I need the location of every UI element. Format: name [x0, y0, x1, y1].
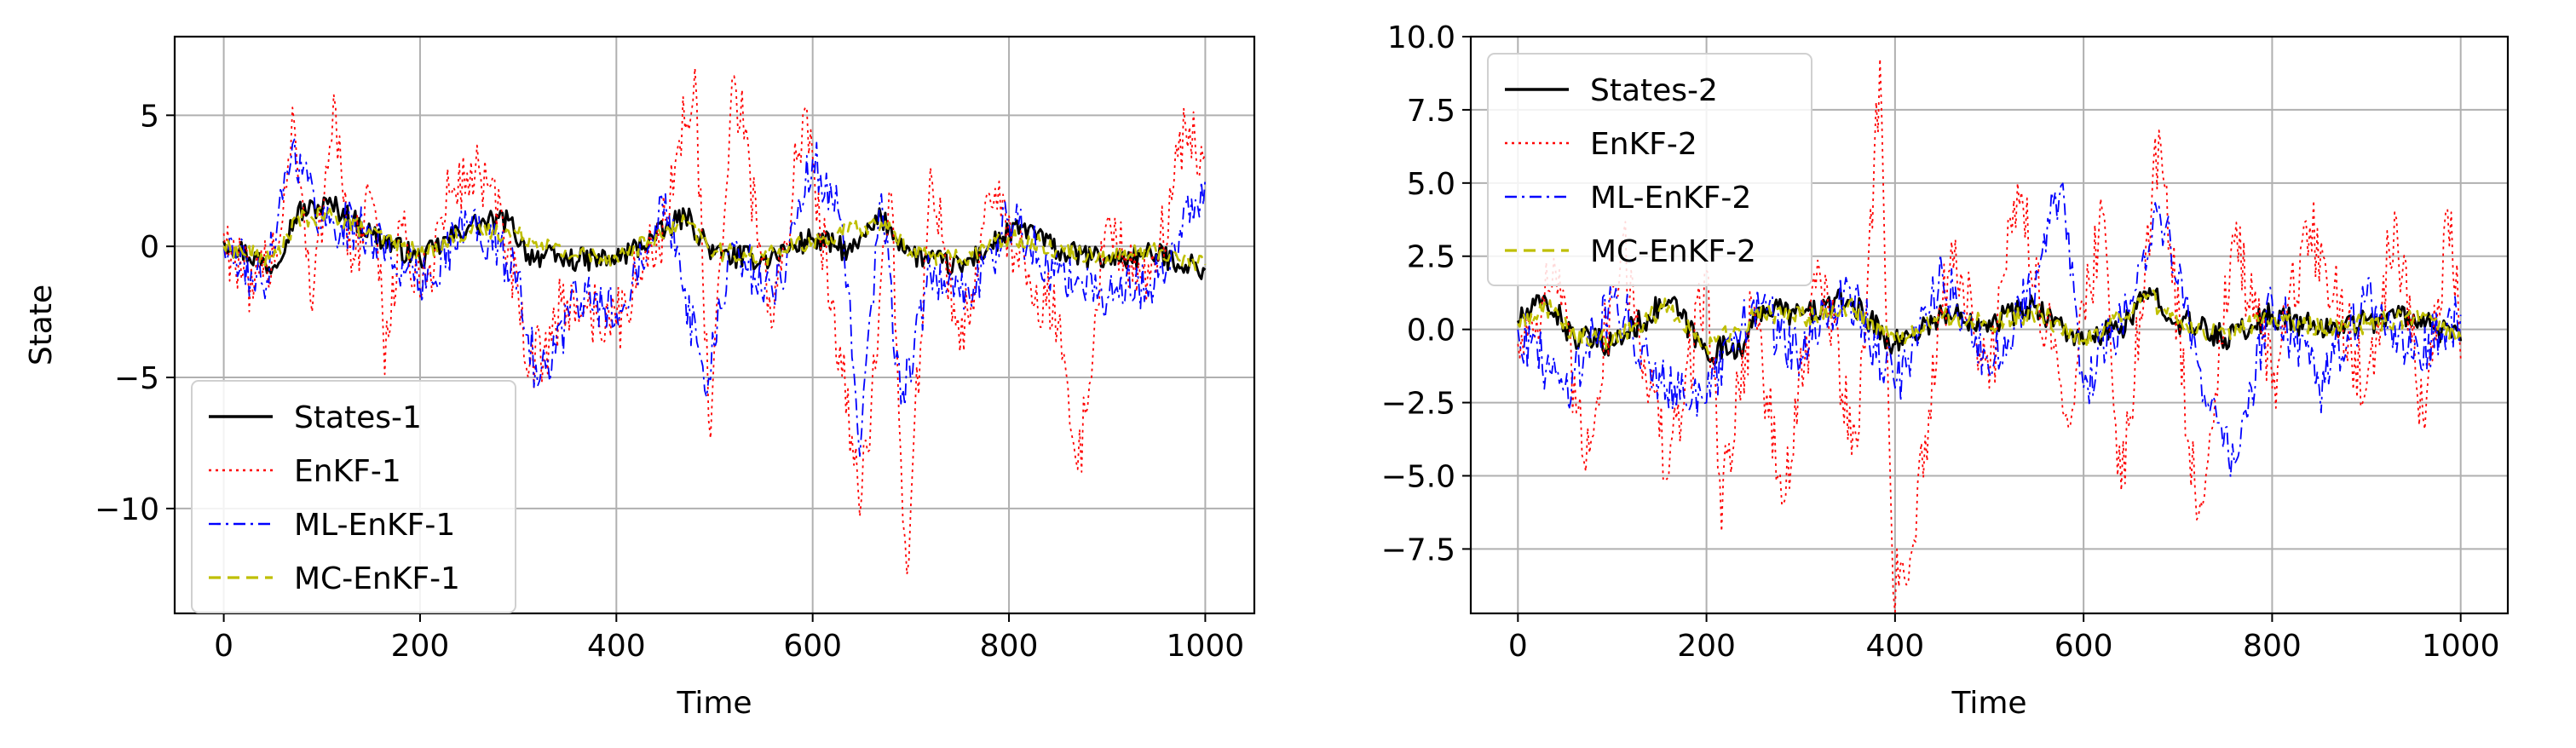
series-line-enkf-2: [1517, 58, 2462, 613]
y-tick-label: 0: [140, 230, 159, 265]
x-tick-label: 600: [783, 629, 842, 664]
x-tick-label: 600: [2054, 629, 2113, 664]
x-tick-label: 800: [980, 629, 1039, 664]
left-subplot: 0 200 400 600 800 1000 −10 −5 0 5 Time State States-…: [24, 35, 1256, 721]
legend-label: EnKF-1: [294, 454, 401, 489]
legend-label: States-1: [294, 400, 422, 435]
x-axis-label: Time: [676, 686, 752, 721]
x-tick-label: 800: [2243, 629, 2302, 664]
legend-label: MC-EnKF-1: [294, 561, 460, 596]
plot-frame: [1469, 35, 2510, 615]
legend-label: ML-EnKF-1: [294, 508, 455, 543]
series-line-mc-enkf-2: [1517, 289, 2462, 355]
y-tick-label: 5.0: [1407, 167, 1455, 202]
y-tick-label: −10: [95, 492, 159, 527]
y-tick-label: −5: [114, 361, 159, 396]
legend-box: [191, 380, 516, 613]
y-tick-label: −7.5: [1381, 532, 1455, 567]
x-tick-label: 1000: [1167, 629, 1245, 664]
x-tick-label: 400: [587, 629, 646, 664]
legend-label: EnKF-2: [1590, 127, 1697, 162]
legend: States-1 EnKF-1 ML-EnKF-1 MC-EnKF-1: [191, 380, 516, 613]
x-tick-label: 400: [1866, 629, 1925, 664]
x-tick-label: 1000: [2422, 629, 2500, 664]
y-tick-label: −5.0: [1381, 459, 1455, 494]
legend: States-2 EnKF-2 ML-EnKF-2 MC-EnKF-2: [1487, 53, 1812, 286]
legend-box: [1487, 53, 1812, 286]
x-tick-label: 200: [1677, 629, 1736, 664]
y-tick-label: −2.5: [1381, 387, 1455, 422]
series-line-mc-enkf-1: [222, 206, 1207, 272]
legend-label: States-2: [1590, 73, 1718, 108]
y-tick-label: 7.5: [1407, 94, 1455, 129]
plot-frame: [173, 35, 1256, 615]
x-tick-label: 0: [214, 629, 233, 664]
y-tick-label: 10.0: [1387, 20, 1455, 55]
x-tick-label: 0: [1508, 629, 1528, 664]
y-tick-label: 0.0: [1407, 314, 1455, 348]
legend-label: MC-EnKF-2: [1590, 234, 1756, 269]
series-line-ml-enkf-2: [1517, 182, 2462, 478]
legend-label: ML-EnKF-2: [1590, 181, 1751, 216]
y-tick-label: 2.5: [1407, 240, 1455, 275]
right-subplot: 0 200 400 600 800 1000 −7.5 −5.0 −2.5 0.0 2.5 5.0 7.…: [1381, 20, 2510, 721]
y-axis-label: State: [24, 285, 59, 365]
x-tick-label: 200: [391, 629, 450, 664]
y-tick-label: 5: [140, 99, 159, 134]
x-axis-label: Time: [1951, 686, 2026, 721]
